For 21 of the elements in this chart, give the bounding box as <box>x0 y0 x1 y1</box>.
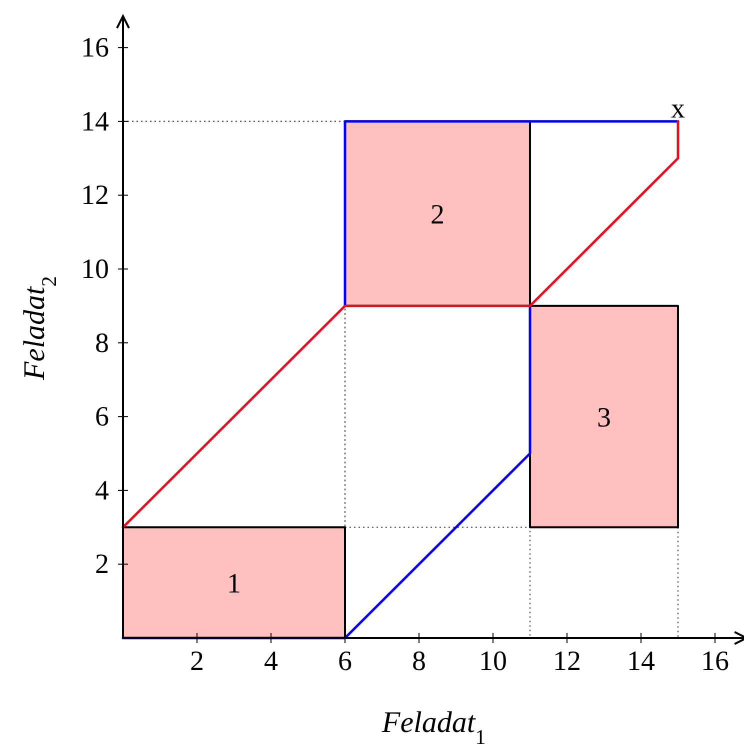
x-tick-label: 14 <box>627 646 655 677</box>
x-tick-label: 12 <box>553 646 581 677</box>
x-tick-label: 4 <box>264 646 278 677</box>
y-tick-label: 10 <box>81 254 109 285</box>
annotation: 2 <box>430 200 444 231</box>
x-tick-label: 8 <box>412 646 426 677</box>
x-axis-title: Feladat$_{1}$ <box>380 706 486 746</box>
y-tick-label: 12 <box>81 180 109 212</box>
x-tick-label: 16 <box>701 646 729 677</box>
y-tick-label: 4 <box>95 475 109 506</box>
x-tick-label: 10 <box>479 646 507 677</box>
x-tick-label: 2 <box>190 646 204 677</box>
y-tick-label: 8 <box>95 328 109 359</box>
y-tick-label: 16 <box>81 32 109 64</box>
x-tick-label: 6 <box>338 646 352 677</box>
y-tick-label: 6 <box>95 402 109 433</box>
annotation: 1 <box>227 568 241 600</box>
y-tick-label: 14 <box>81 106 109 138</box>
annotation: 3 <box>597 402 611 434</box>
y-tick-label: 2 <box>95 549 109 580</box>
annotation: x <box>671 93 685 124</box>
